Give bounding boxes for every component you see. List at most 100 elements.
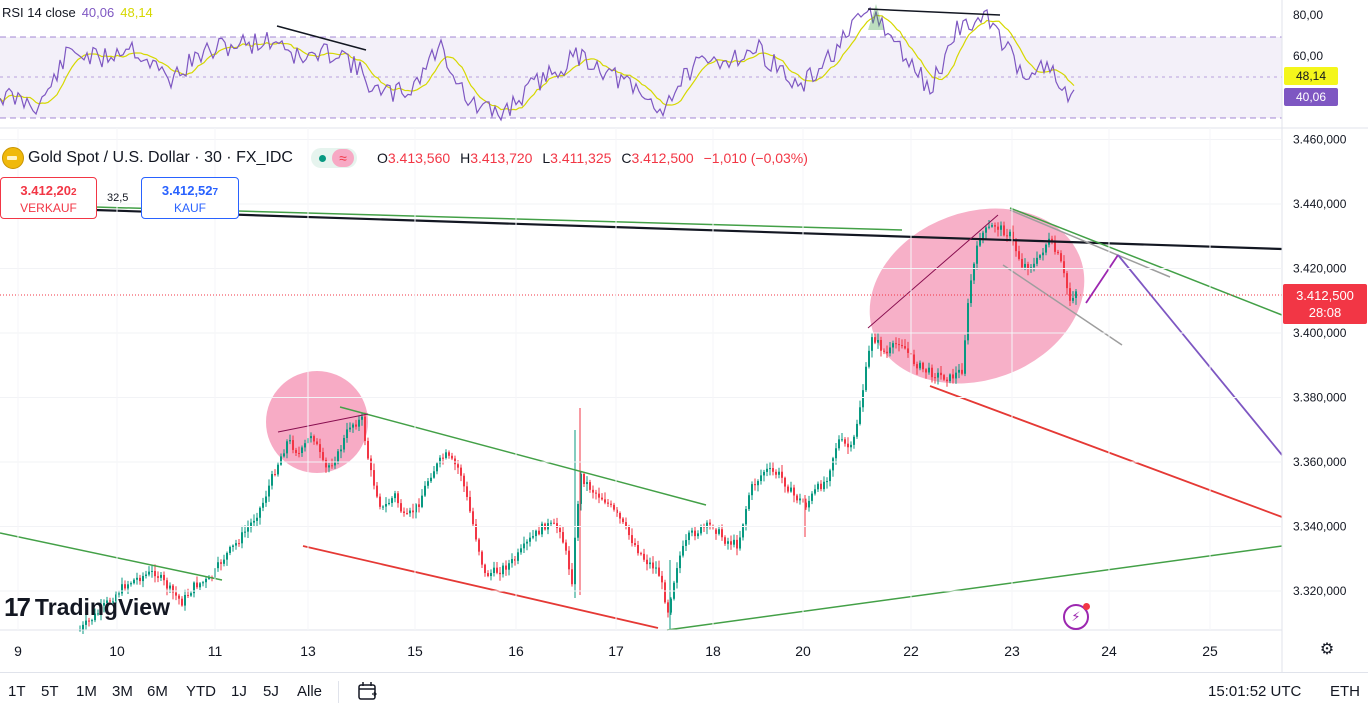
wave-icon: ≈ [331,149,354,167]
range-button-5t[interactable]: 5T [41,683,59,700]
candle-body [226,552,228,560]
candle-body [967,303,969,341]
candle-body [1039,255,1041,258]
candle-body [607,502,609,504]
candle-body [694,530,696,537]
candle-body [595,492,597,494]
candle-body [913,354,915,365]
time-axis: 9 10 11 13 15 16 17 18 20 22 23 24 25 [0,128,1282,659]
candle-body [655,567,657,569]
change-value: −1,010 (−0,03%) [703,150,808,166]
candle-body [1012,231,1014,241]
last-price-tag: 3.412,500 28:08 [1283,284,1367,324]
candle-body [241,532,243,544]
candle-body [364,416,366,441]
candle-body [883,350,885,352]
buy-button[interactable]: 3.412,527 KAUF [141,177,239,219]
candle-body [721,529,723,538]
calendar-icon[interactable] [357,681,379,701]
candle-body [199,583,201,588]
candle-body [127,584,129,589]
candle-body [247,527,249,532]
range-button-alle[interactable]: Alle [297,683,323,700]
candle-body [931,367,933,378]
candle-body [904,346,906,349]
candle-body [937,372,939,378]
candle-body [166,580,168,589]
high-label: H [460,150,471,166]
candle-body [796,495,798,501]
candle-body [448,452,450,456]
candle-body [742,524,744,538]
low-label: L [542,150,551,166]
tradingview-logo[interactable]: 17 TradingView [4,592,170,623]
candle-body [313,436,315,442]
utc-clock[interactable]: 15:01:52 UTC [1208,683,1302,700]
candle-body [184,594,186,606]
rsi-ma-value: 48,14 [120,5,153,20]
candle-body [475,524,477,540]
candle-body [613,504,615,510]
candle-body [895,343,897,345]
range-button-3m[interactable]: 3M [112,683,133,700]
candle-body [577,503,579,538]
candle-body [538,530,540,535]
candle-body [943,375,945,380]
gear-icon[interactable]: ⚙ [1319,641,1335,658]
candle-body [670,598,672,613]
candle-body [637,545,639,554]
time-tick-label: 10 [109,643,125,659]
session-toggle[interactable]: ETH [1330,683,1360,700]
candle-body [1006,235,1008,237]
candle-body [739,537,741,549]
candle-body [601,497,603,500]
range-button-1j[interactable]: 1J [231,683,247,700]
market-status-pill[interactable]: ≈ [310,148,357,168]
candle-body [736,539,738,549]
range-button-5j[interactable]: 5J [263,683,279,700]
symbol-title[interactable]: Gold Spot / U.S. Dollar · 30 · FX_IDC [28,149,293,166]
range-button-ytd[interactable]: YTD [186,683,216,700]
tradingview-logo-icon: 17 [4,592,31,622]
range-button-1m[interactable]: 1M [76,683,97,700]
candle-body [358,419,360,427]
sell-button[interactable]: 3.412,202 VERKAUF [0,177,97,219]
time-tick-label: 25 [1202,643,1218,659]
rsi-title: RSI 14 close [2,5,76,20]
range-button-1t[interactable]: 1T [8,683,26,700]
candle-body [232,545,234,548]
candle-body [124,584,126,589]
time-tick-label: 15 [407,643,423,659]
candle-body [835,448,837,459]
candle-body [700,526,702,534]
rsi-overbought-fill [868,4,884,30]
candle-body [793,487,795,496]
candle-body [676,568,678,583]
candle-body [556,523,558,528]
candle-body [778,471,780,475]
candle-body [871,337,873,351]
candle-body [625,522,627,527]
candle-body [769,468,771,470]
candle-body [640,553,642,555]
candle-body [493,567,495,573]
candle-body [1066,273,1068,289]
candle-body [991,225,993,227]
candle-body [502,565,504,575]
candle-body [169,585,171,589]
range-button-6m[interactable]: 6M [147,683,168,700]
candle-body [250,522,252,528]
candle-body [289,440,291,442]
rsi-legend[interactable]: RSI 14 close 40,06 48,14 [2,5,153,20]
candle-body [427,481,429,486]
candle-body [202,582,204,584]
candle-body [334,462,336,466]
candle-body [961,369,963,374]
candle-body [907,348,909,353]
flash-icon[interactable]: ⚡ [1063,603,1090,630]
candle-body [553,522,555,524]
channel-trend-line [929,385,1283,518]
candle-body [172,585,174,593]
time-tick-label: 24 [1101,643,1117,659]
